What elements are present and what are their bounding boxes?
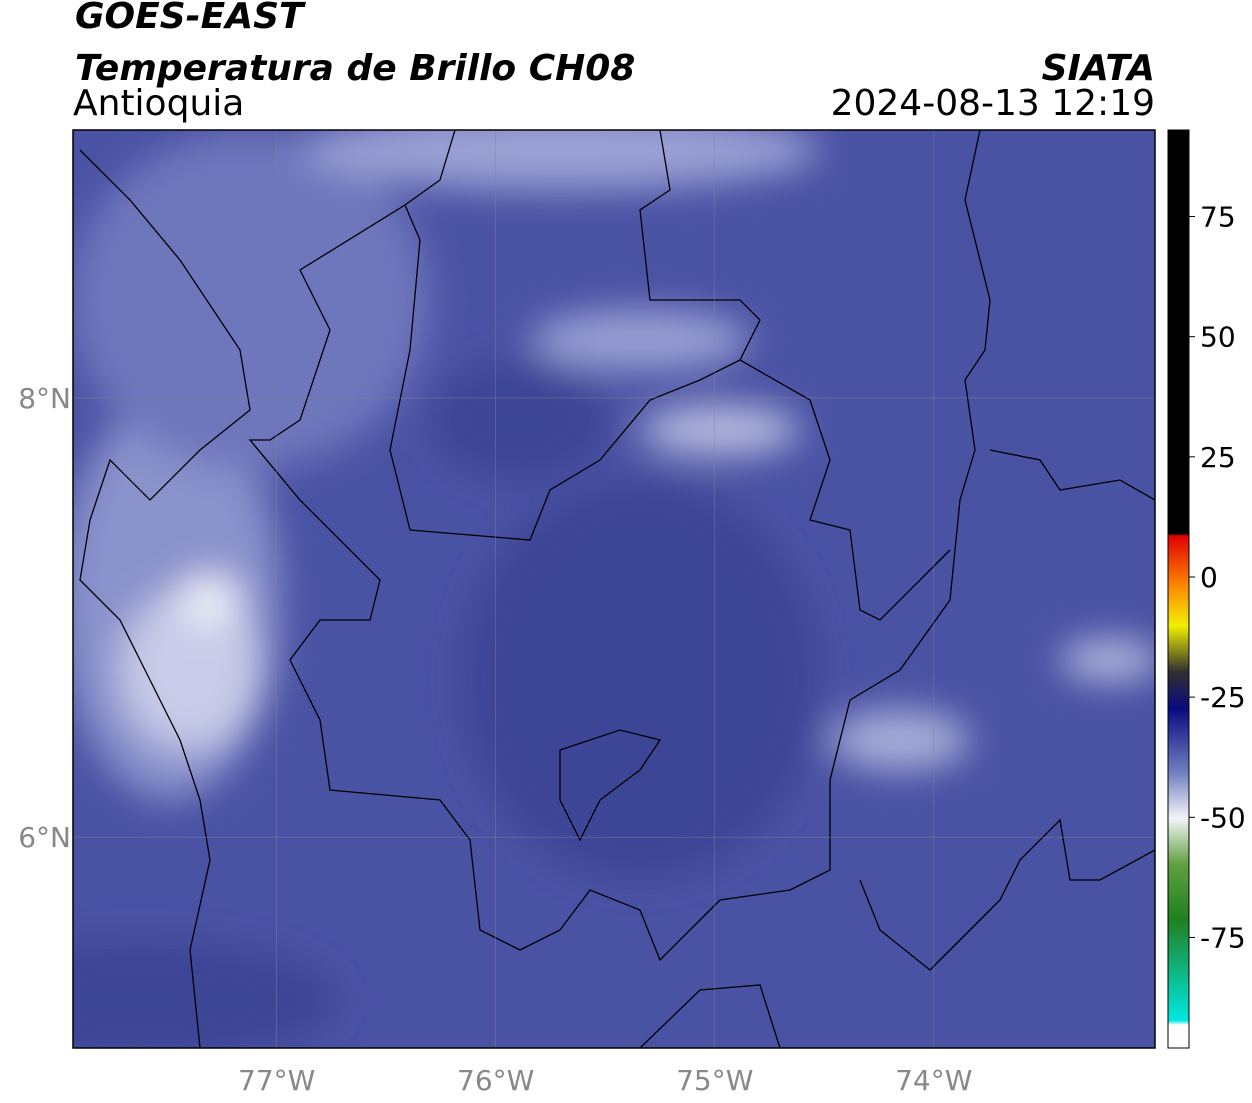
x-tick-label: 77°W [238, 1064, 315, 1097]
colorbar-tick-label: -50 [1200, 801, 1246, 834]
boundaries [79, 130, 1155, 1048]
y-tick-label: 8°N [18, 382, 71, 415]
region: Antioquia [73, 83, 244, 124]
source: SIATA [1042, 48, 1155, 89]
map-frame [72, 129, 1156, 1049]
timestamp: 2024-08-13 12:19 [831, 83, 1155, 124]
subtitle: Temperatura de Brillo CH08 [75, 48, 635, 89]
map-image [73, 130, 1155, 1048]
cloud-field [73, 130, 1155, 1048]
colorbar-tick-label: 0 [1200, 561, 1218, 594]
colorbar-tick-label: 75 [1200, 201, 1236, 234]
colorbar-tick-label: -25 [1200, 681, 1246, 714]
colorbar-tick-label: -75 [1200, 921, 1246, 954]
colorbar-tick-label: 25 [1200, 441, 1236, 474]
colorbar-tick-label: 50 [1200, 321, 1236, 354]
x-tick-label: 75°W [676, 1064, 753, 1097]
colorbar [1167, 129, 1190, 1049]
x-tick-label: 74°W [895, 1064, 972, 1097]
x-tick-label: 76°W [457, 1064, 534, 1097]
title: GOES-EAST [75, 0, 306, 37]
grid [73, 130, 1155, 1048]
y-tick-label: 6°N [18, 821, 71, 854]
